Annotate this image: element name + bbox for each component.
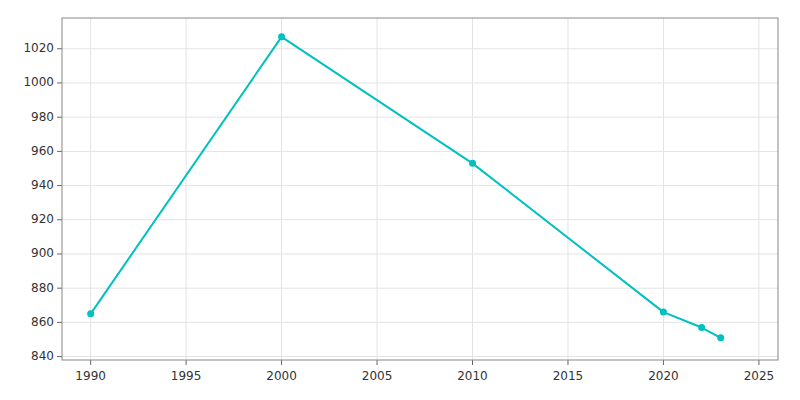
y-grid-line [62,322,778,323]
x-tick [758,360,759,365]
y-tick-label: 860 [31,315,54,329]
y-grid-line [62,253,778,254]
x-tick [567,360,568,365]
x-tick-label: 2025 [744,369,775,383]
marker [698,324,705,331]
y-tick-label: 1000 [23,75,54,89]
chart-container: 840 860 880 900 920 940 960 980 1000 1020 1990 1995… [0,0,800,400]
y-tick [57,185,62,186]
y-tick [57,253,62,254]
y-tick-label: 960 [31,144,54,158]
chart: 840 860 880 900 920 940 960 980 1000 1020 1990 1995… [0,0,800,400]
x-grid-line [281,18,282,360]
x-tick [186,360,187,365]
x-tick-label: 2005 [362,369,393,383]
y-tick-label: 980 [31,110,54,124]
y-grid-line [62,288,778,289]
x-tick [472,360,473,365]
y-tick-label: 1020 [23,41,54,55]
y-tick-label: 940 [31,178,54,192]
x-tick-label: 2020 [648,369,679,383]
x-grid-line [758,18,759,360]
x-grid-line [186,18,187,360]
y-tick [57,117,62,118]
x-tick-label: 2015 [553,369,584,383]
marker [469,160,476,167]
y-tick-label: 900 [31,246,54,260]
plot-area [62,18,778,360]
y-tick-label: 840 [31,349,54,363]
y-tick [57,322,62,323]
x-tick-label: 2010 [457,369,488,383]
x-tick-label: 2000 [266,369,297,383]
y-grid-line [62,82,778,83]
x-grid-line [472,18,473,360]
y-grid-line [62,151,778,152]
x-tick [663,360,664,365]
y-tick [57,82,62,83]
x-tick-label: 1990 [75,369,106,383]
y-grid-line [62,117,778,118]
y-tick [57,219,62,220]
y-tick [57,48,62,49]
x-tick [281,360,282,365]
series [87,33,724,341]
y-tick [57,288,62,289]
x-grid-line [377,18,378,360]
axes: 840 860 880 900 920 940 960 980 1000 1020 1990 1995… [23,41,774,383]
y-tick-label: 880 [31,281,54,295]
marker [87,310,94,317]
plot-frame [62,18,778,360]
x-tick-label: 1995 [171,369,202,383]
x-grid-line [567,18,568,360]
line [91,37,721,338]
x-tick [90,360,91,365]
y-tick-label: 920 [31,212,54,226]
marker [717,334,724,341]
y-grid-line [62,219,778,220]
x-tick [377,360,378,365]
y-tick [57,151,62,152]
y-grid-line [62,356,778,357]
y-tick [57,356,62,357]
marker [278,33,285,40]
x-grid-line [90,18,91,360]
grid [62,18,778,360]
y-grid-line [62,48,778,49]
y-grid-line [62,185,778,186]
marker [660,309,667,316]
